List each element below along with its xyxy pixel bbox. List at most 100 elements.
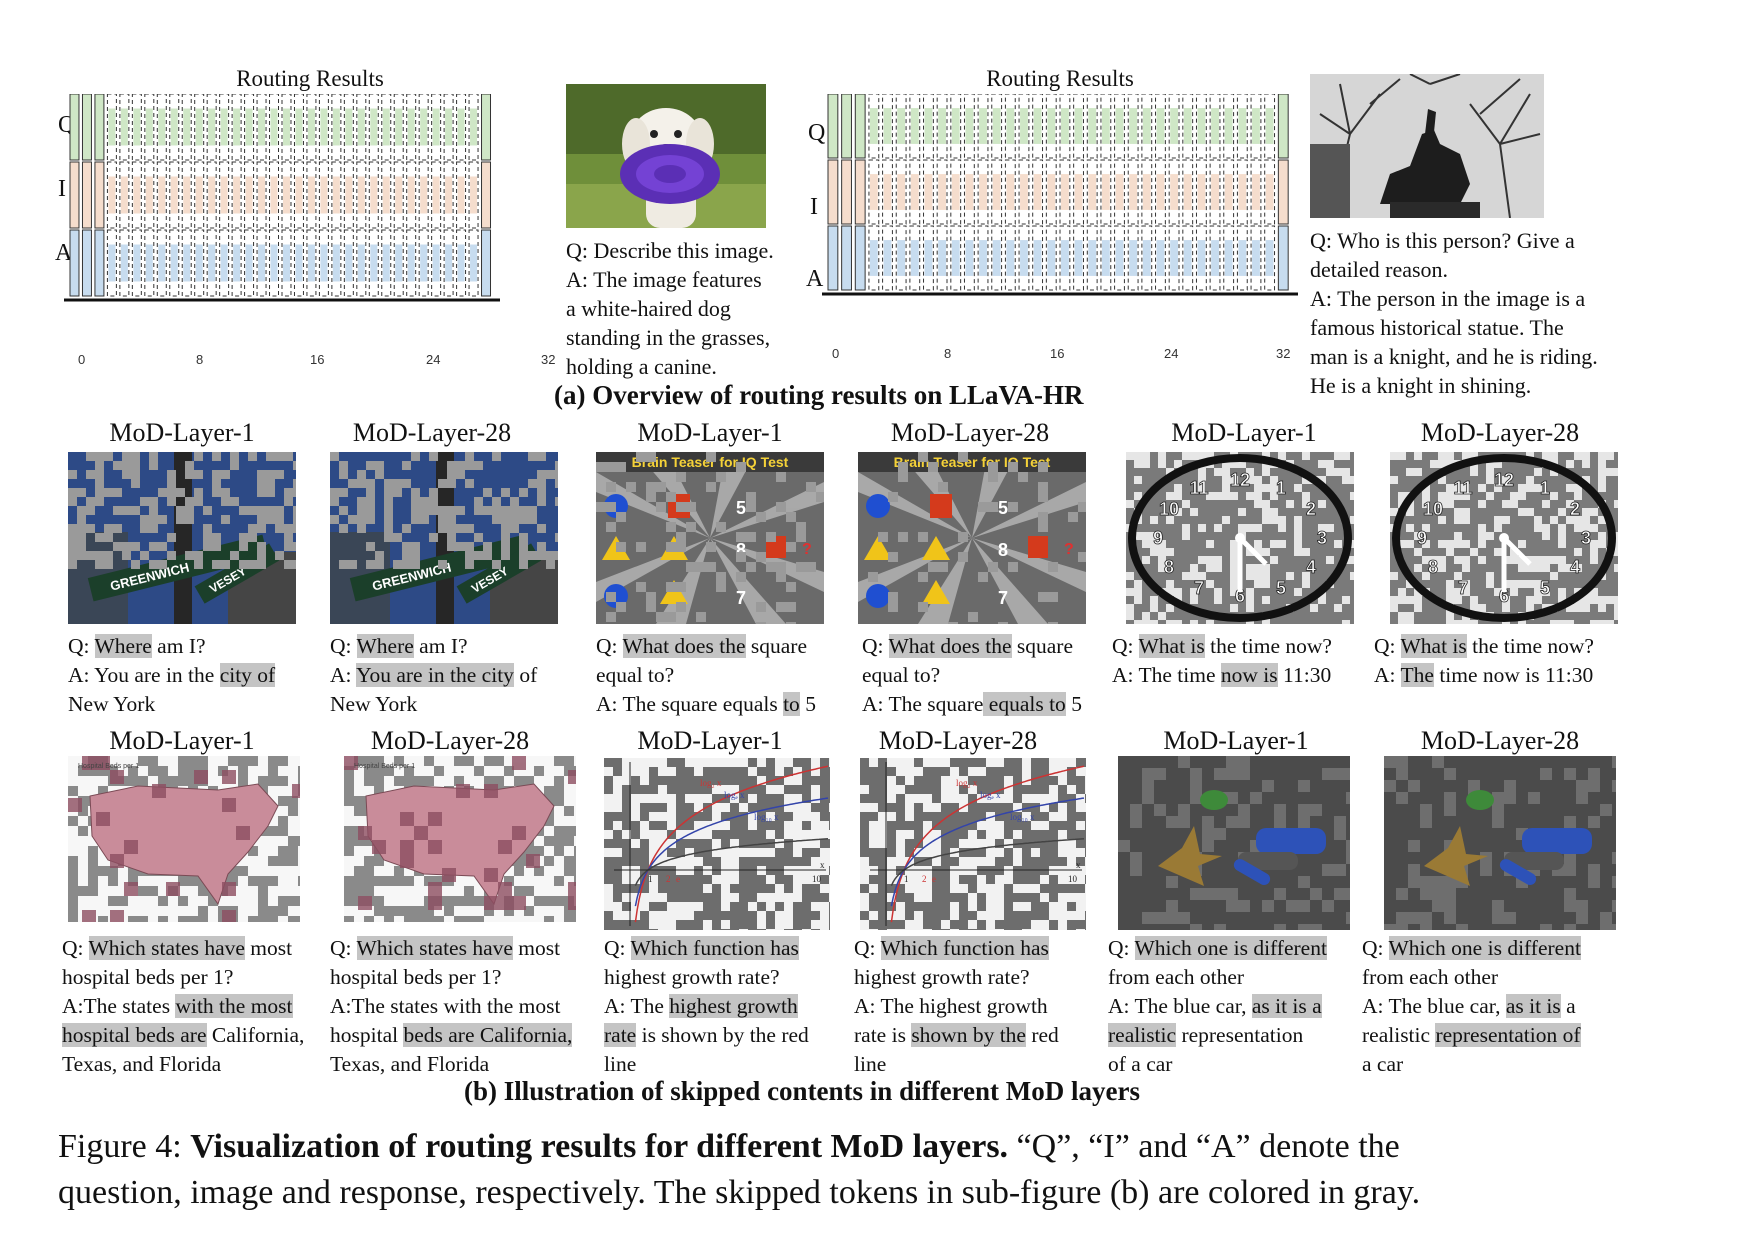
tick-label: 16 bbox=[1050, 346, 1065, 361]
routing-token-column bbox=[144, 161, 155, 229]
routing-title-left: Routing Results bbox=[236, 66, 384, 91]
qa-text-segment: Q: bbox=[330, 936, 357, 960]
street-sign-photo: GREENWICH VESEY bbox=[330, 452, 558, 624]
routing-token-column bbox=[244, 94, 255, 161]
qa-line: A: The square equals to 5 bbox=[596, 690, 856, 719]
routing-token-column bbox=[1032, 159, 1044, 225]
qa-text-segment: representation bbox=[1176, 1023, 1304, 1047]
knight-statue-photo bbox=[1310, 74, 1544, 218]
routing-token-column bbox=[181, 229, 192, 297]
routing-token-column bbox=[882, 159, 893, 225]
routing-token-column bbox=[1018, 225, 1030, 291]
qa-line: Q: Which function has bbox=[854, 934, 1104, 963]
routing-token-column bbox=[194, 94, 205, 161]
routing-chart-right bbox=[822, 94, 1298, 296]
routing-token-column bbox=[1223, 94, 1235, 159]
qa-line: A: The square equals to 5 bbox=[862, 690, 1122, 719]
routing-token-column bbox=[343, 229, 354, 297]
routing-token-column bbox=[895, 159, 907, 225]
tick-label: 0 bbox=[832, 346, 840, 361]
routing-token-column bbox=[406, 161, 417, 229]
routing-token-column bbox=[1114, 225, 1125, 291]
skipped-token-highlight: shown by the bbox=[911, 1023, 1026, 1047]
qa-text-segment: A: bbox=[1374, 663, 1401, 687]
qa-panel: Q: Which one is different from each other… bbox=[1362, 934, 1612, 1079]
toy-objects-render bbox=[1118, 756, 1350, 930]
qa-line: highest growth rate? bbox=[604, 963, 854, 992]
skipped-token-highlight: Which function has bbox=[880, 936, 1049, 960]
routing-token-column bbox=[1100, 94, 1112, 159]
layer-title: MoD-Layer-1 bbox=[1163, 726, 1309, 755]
routing-token-column bbox=[169, 161, 180, 229]
qa-text-segment: line bbox=[604, 1052, 637, 1076]
routing-token-column bbox=[381, 94, 392, 161]
routing-token-column bbox=[231, 94, 242, 161]
routing-token-column bbox=[1086, 225, 1098, 291]
routing-token-column bbox=[368, 94, 379, 161]
brain-teaser-image: Brain Teaser for IQ Test 5 8 ? 7 bbox=[596, 452, 824, 624]
qa-line: equal to? bbox=[596, 661, 856, 690]
routing-token-column bbox=[356, 94, 367, 161]
routing-token-column bbox=[456, 161, 467, 229]
qa-line: A: The blue car, as it is a bbox=[1362, 992, 1612, 1021]
skipped-token-highlight: Where bbox=[356, 634, 414, 658]
skipped-token-highlight: Which function has bbox=[630, 936, 799, 960]
routing-token-column bbox=[1236, 225, 1248, 291]
qa-text-segment: A: The highest growth bbox=[854, 994, 1048, 1018]
routing-token-column bbox=[256, 229, 267, 297]
qa-line: A: The time now is 11:30 bbox=[1374, 661, 1634, 690]
routing-token-column bbox=[94, 94, 105, 161]
qa-line: equal to? bbox=[862, 661, 1122, 690]
answer-line: man is a knight, and he is riding. bbox=[1310, 344, 1598, 369]
layer-title: MoD-Layer-28 bbox=[352, 418, 512, 447]
routing-token-column bbox=[1182, 225, 1194, 291]
routing-token-column bbox=[1045, 225, 1057, 291]
qa-text-segment: square bbox=[1011, 634, 1073, 658]
routing-token-column bbox=[94, 161, 105, 229]
tick-label: 32 bbox=[541, 352, 556, 367]
qa-text-segment: California, bbox=[206, 1023, 305, 1047]
routing-token-column bbox=[841, 159, 852, 225]
qa-text-segment: from each other bbox=[1108, 965, 1245, 989]
figure-caption: Figure 4: Visualization of routing resul… bbox=[58, 1124, 1728, 1216]
routing-token-column bbox=[1059, 159, 1071, 225]
routing-token-column bbox=[244, 229, 255, 297]
clock-number: 4 bbox=[1570, 557, 1580, 577]
row-label-a-left: A bbox=[55, 240, 73, 266]
routing-token-column bbox=[1209, 94, 1221, 159]
graph-label: log₁₀ x bbox=[1010, 812, 1035, 822]
qa-line: Q: Which states have most bbox=[330, 934, 610, 963]
qa-line: Texas, and Florida bbox=[330, 1050, 610, 1079]
us-map-image: Hospital Beds per 1 bbox=[344, 756, 576, 922]
qa-text-segment: the time now? bbox=[1204, 634, 1332, 658]
routing-token-column bbox=[181, 161, 192, 229]
skipped-token-highlight: highest growth bbox=[669, 994, 798, 1018]
qa-text-segment: Texas, and Florida bbox=[62, 1052, 222, 1076]
routing-token-column bbox=[406, 229, 417, 297]
routing-token-column bbox=[219, 229, 230, 297]
layer-title: MoD-Layer-1 bbox=[637, 726, 783, 755]
qa-panel: Q: What is the time now? A: The time now … bbox=[1374, 632, 1634, 690]
qa-text-segment: Q: bbox=[1108, 936, 1135, 960]
qa-text-segment: A:The states with the most bbox=[330, 994, 561, 1018]
routing-token-column bbox=[269, 94, 280, 161]
qa-line: A: The highest growth bbox=[604, 992, 854, 1021]
row-label-q-right: Q bbox=[808, 120, 826, 146]
map-title: Hospital Beds per 1 bbox=[78, 763, 139, 770]
skipped-token-highlight: as it is bbox=[1505, 994, 1561, 1018]
routing-token-column bbox=[1127, 94, 1139, 159]
routing-token-column bbox=[854, 225, 866, 291]
clock-number: 11 bbox=[1189, 478, 1208, 498]
qa-text-segment: highest growth rate? bbox=[604, 965, 780, 989]
routing-token-column bbox=[1100, 159, 1112, 225]
clock-number: 3 bbox=[1317, 528, 1327, 548]
graph-label: logₑ x bbox=[980, 790, 1001, 800]
routing-token-column bbox=[331, 94, 342, 161]
qa-text-segment: 11:30 bbox=[1277, 663, 1332, 687]
answer-line: a white-haired dog bbox=[566, 296, 731, 321]
routing-token-column bbox=[1182, 159, 1194, 225]
teaser-value: 8 bbox=[736, 540, 746, 560]
routing-token-column bbox=[231, 229, 242, 297]
teaser-value: 8 bbox=[998, 540, 1008, 560]
